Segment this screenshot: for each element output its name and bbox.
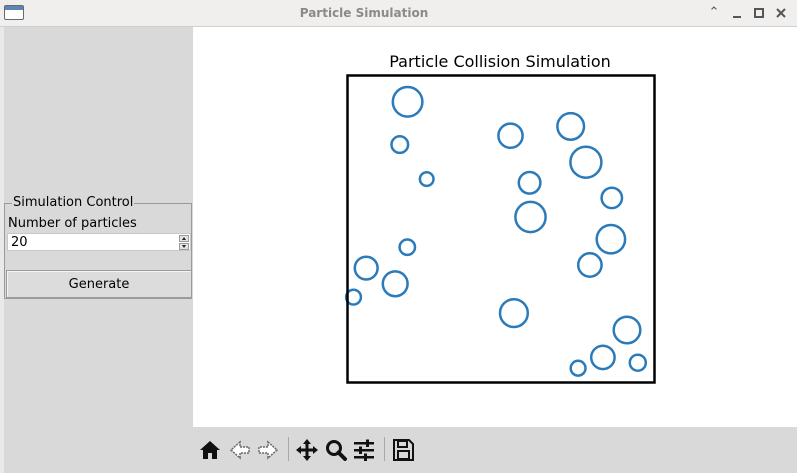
particle	[381, 270, 409, 298]
particle	[390, 135, 410, 155]
plot-frame	[346, 74, 656, 384]
chevron-up-icon[interactable]: ⌃	[708, 5, 720, 20]
particle	[569, 359, 587, 377]
particle	[353, 255, 379, 281]
minimize-icon[interactable]	[729, 5, 745, 21]
particle	[498, 297, 530, 329]
particle	[569, 145, 603, 179]
configure-subplots-icon[interactable]	[351, 437, 377, 463]
pan-icon[interactable]	[294, 437, 320, 463]
spin-up-icon[interactable]	[179, 235, 189, 242]
toolbar-separator	[288, 437, 289, 461]
particles-spinbox[interactable]: 20	[7, 233, 191, 251]
particle	[589, 344, 616, 371]
app-window-icon	[4, 5, 24, 20]
save-icon[interactable]	[390, 437, 416, 463]
particles-value[interactable]: 20	[11, 235, 28, 250]
title-bar: Particle Simulation ⌃	[0, 0, 797, 27]
window-title: Particle Simulation	[299, 6, 429, 20]
particle	[497, 122, 524, 150]
spin-down-icon[interactable]	[179, 243, 189, 250]
simulation-control-group: Simulation Control Number of particles 2…	[4, 195, 192, 299]
back-arrow-icon[interactable]	[227, 437, 253, 463]
navigation-toolbar	[193, 427, 797, 473]
close-icon[interactable]	[773, 5, 789, 21]
particle	[556, 111, 586, 141]
particle	[418, 171, 435, 188]
particle	[628, 353, 648, 372]
zoom-icon[interactable]	[323, 437, 349, 463]
particle	[576, 252, 603, 278]
particles-layer	[344, 85, 648, 377]
forward-arrow-icon[interactable]	[255, 437, 281, 463]
particle	[344, 288, 363, 306]
spinbox-arrows	[179, 235, 189, 250]
particle	[595, 223, 627, 255]
control-panel: Simulation Control Number of particles 2…	[0, 27, 193, 473]
home-icon[interactable]	[197, 437, 223, 463]
particle	[600, 186, 624, 210]
toolbar-separator	[384, 437, 385, 461]
particle	[517, 170, 542, 195]
plot-canvas[interactable]: Particle Collision Simulation	[193, 27, 797, 427]
group-title: Simulation Control	[12, 195, 135, 210]
particle	[391, 85, 424, 118]
particles-label: Number of particles	[8, 216, 137, 231]
plot-title: Particle Collision Simulation	[389, 52, 611, 71]
particle	[612, 315, 642, 345]
particle	[514, 200, 547, 234]
maximize-icon[interactable]	[751, 5, 767, 21]
particle-plot: Particle Collision Simulation	[344, 52, 656, 384]
particle	[398, 238, 417, 257]
generate-button[interactable]: Generate	[6, 270, 192, 298]
